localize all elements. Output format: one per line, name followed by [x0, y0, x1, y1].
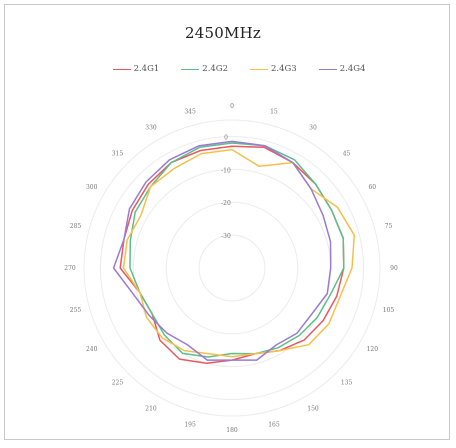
angle-tick-label: 180	[226, 427, 238, 434]
angle-tick-label: 0	[230, 103, 234, 110]
angle-tick-label: 255	[70, 307, 82, 314]
legend-label: 2.4G1	[133, 64, 160, 74]
angle-tick-label: 240	[86, 346, 98, 353]
angle-tick-label: 60	[368, 184, 376, 191]
angle-tick-label: 105	[383, 307, 395, 314]
angle-tick-label: 315	[112, 150, 124, 157]
chart-legend: 2.4G1 2.4G2 2.4G3 2.4G4	[0, 64, 456, 74]
legend-label: 2.4G4	[339, 64, 366, 74]
series-line	[129, 142, 345, 358]
angle-tick-label: 300	[86, 184, 98, 191]
radial-tick-label: -10	[221, 167, 231, 174]
angle-tick-label: 30	[309, 125, 317, 132]
legend-swatch	[318, 68, 337, 70]
angle-tick-label: 225	[112, 380, 124, 387]
legend-swatch	[112, 68, 131, 70]
radial-tick-label: 0	[224, 134, 228, 141]
angle-tick-label: 195	[184, 421, 196, 428]
angle-tick-label: 345	[184, 109, 196, 116]
angle-tick-label: 270	[64, 265, 76, 272]
angle-tick-label: 90	[390, 265, 398, 272]
series-line	[122, 148, 356, 358]
angle-tick-label: 120	[367, 346, 379, 353]
radial-tick-label: -20	[221, 200, 231, 207]
chart-frame	[4, 4, 450, 440]
legend-item: 2.4G2	[181, 64, 228, 74]
grid-circle	[99, 135, 365, 401]
grid-circle	[83, 119, 381, 417]
grid-circle	[132, 168, 332, 368]
angle-tick-label: 330	[145, 125, 157, 132]
angle-tick-label: 285	[70, 223, 82, 230]
angle-tick-label: 135	[341, 380, 353, 387]
angle-tick-label: 75	[385, 223, 393, 230]
grid-circle	[198, 234, 266, 302]
legend-swatch	[250, 68, 268, 70]
radial-tick-label: -30	[221, 233, 231, 240]
grid-circle	[165, 201, 299, 335]
series-line	[112, 140, 332, 361]
legend-label: 2.4G3	[271, 64, 297, 74]
legend-item: 2.4G1	[112, 64, 160, 74]
chart-title: 2450MHz	[185, 24, 261, 42]
legend-item: 2.4G3	[250, 64, 297, 74]
angle-tick-label: 15	[270, 109, 278, 116]
legend-item: 2.4G4	[318, 64, 366, 74]
angle-tick-label: 210	[145, 405, 157, 412]
legend-swatch	[181, 68, 200, 70]
angle-tick-label: 165	[268, 421, 280, 428]
angle-tick-label: 150	[307, 405, 319, 412]
angle-tick-label: 45	[343, 150, 351, 157]
legend-label: 2.4G2	[202, 64, 228, 74]
